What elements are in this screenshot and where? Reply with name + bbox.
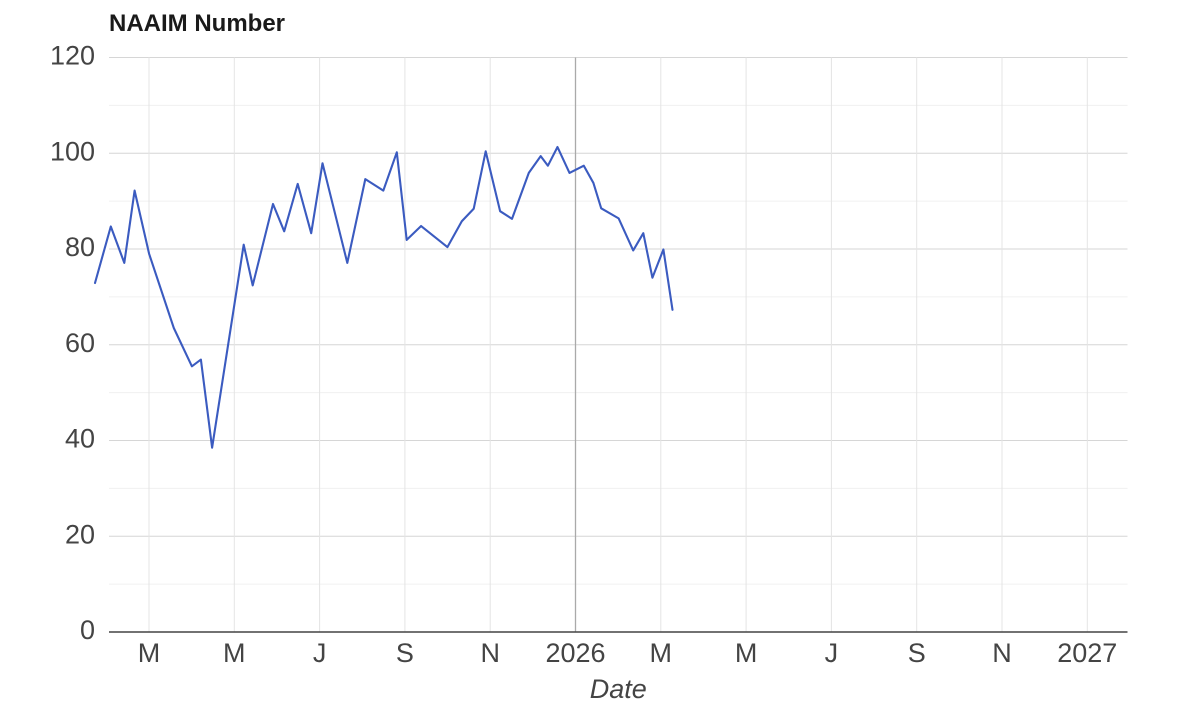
svg-text:2027: 2027 <box>1057 638 1117 668</box>
svg-text:M: M <box>138 638 161 668</box>
svg-text:20: 20 <box>65 519 95 549</box>
svg-text:N: N <box>480 638 500 668</box>
svg-text:80: 80 <box>65 232 95 262</box>
svg-text:M: M <box>735 638 758 668</box>
svg-text:120: 120 <box>50 41 95 71</box>
svg-text:M: M <box>223 638 246 668</box>
svg-text:Date: Date <box>590 674 647 704</box>
svg-text:M: M <box>650 638 673 668</box>
svg-text:S: S <box>908 638 926 668</box>
svg-text:40: 40 <box>65 424 95 454</box>
svg-text:100: 100 <box>50 136 95 166</box>
svg-text:J: J <box>313 638 327 668</box>
svg-text:60: 60 <box>65 328 95 358</box>
svg-text:N: N <box>992 638 1012 668</box>
svg-text:S: S <box>396 638 414 668</box>
svg-text:2026: 2026 <box>545 638 605 668</box>
svg-text:J: J <box>825 638 839 668</box>
svg-text:0: 0 <box>80 615 95 645</box>
